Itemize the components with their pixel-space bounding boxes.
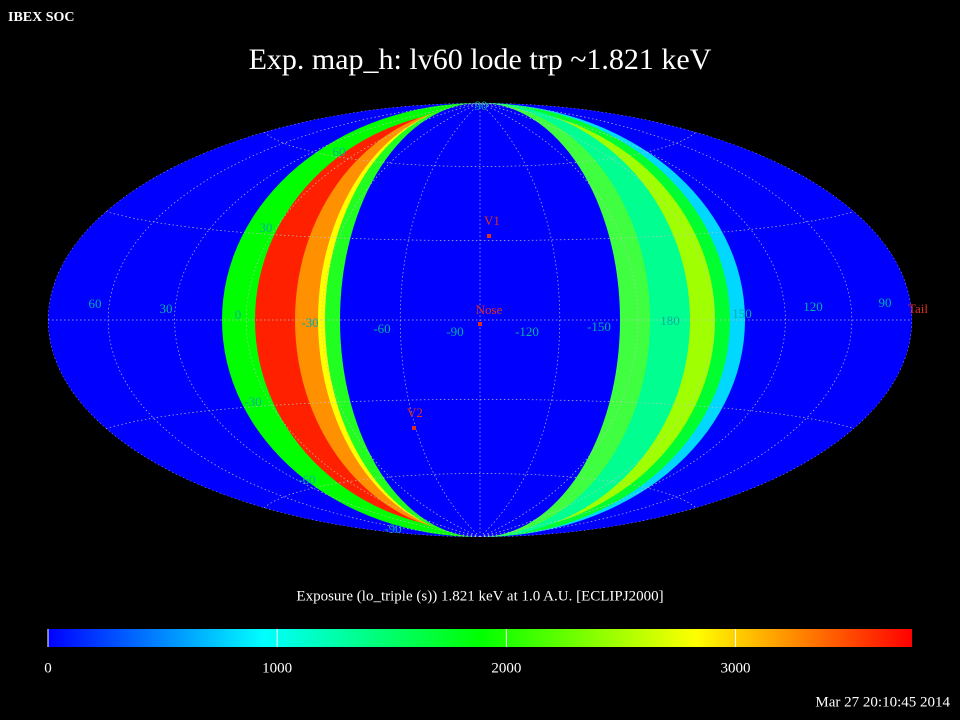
graticule bbox=[48, 103, 912, 537]
parallel bbox=[105, 399, 855, 429]
meridian bbox=[321, 103, 481, 537]
marker-dot bbox=[478, 322, 482, 326]
longitude-label: -150 bbox=[587, 319, 611, 334]
latitude-label: 30 bbox=[260, 220, 273, 235]
parallel bbox=[105, 211, 855, 241]
longitude-label: -60 bbox=[373, 321, 390, 336]
marker-label: Nose bbox=[476, 302, 503, 317]
marker-dot bbox=[412, 426, 416, 430]
colorbar-label: Exposure (lo_triple (s)) 1.821 keV at 1.… bbox=[296, 588, 663, 604]
parallel bbox=[263, 131, 697, 167]
map-labels: 90 60 30 -30 -60 -90 60 30 0 -30 -60 -90 -120 -150 180… bbox=[89, 98, 929, 536]
latitude-label: 90 bbox=[475, 98, 488, 113]
longitude-label: 120 bbox=[803, 299, 823, 314]
parallel bbox=[263, 473, 697, 509]
colorbar-ticks: 0 1000 2000 3000 bbox=[44, 629, 751, 676]
timestamp: Mar 27 20:10:45 2014 bbox=[815, 694, 950, 710]
source-label: IBEX SOC bbox=[8, 10, 75, 25]
longitude-label: -30 bbox=[301, 315, 318, 330]
longitude-label: 0 bbox=[235, 307, 242, 322]
marker-label: V2 bbox=[407, 405, 423, 420]
colorbar-tick-label: 3000 bbox=[721, 660, 751, 676]
left-exposure-band bbox=[222, 103, 480, 537]
marker-dot bbox=[487, 234, 491, 238]
longitude-label: 90 bbox=[879, 295, 892, 310]
meridian bbox=[479, 103, 639, 537]
longitude-label: 60 bbox=[89, 296, 102, 311]
sky-map bbox=[48, 103, 912, 537]
latitude-label: -30 bbox=[244, 394, 261, 409]
colorbar-tick-label: 1000 bbox=[262, 660, 292, 676]
longitude-label: -90 bbox=[446, 324, 463, 339]
latitude-label: -90 bbox=[384, 521, 401, 536]
latitude-label: 60 bbox=[333, 144, 346, 159]
longitude-label: 30 bbox=[160, 301, 173, 316]
marker-label: Tail bbox=[908, 301, 928, 316]
longitude-label: 180 bbox=[660, 313, 680, 328]
marker-label: V1 bbox=[484, 213, 500, 228]
colorbar bbox=[48, 629, 912, 647]
colorbar-tick-label: 0 bbox=[44, 660, 52, 676]
latitude-label: -60 bbox=[298, 472, 315, 487]
colorbar-tick-label: 2000 bbox=[491, 660, 521, 676]
meridian bbox=[479, 103, 561, 537]
meridian bbox=[479, 103, 912, 537]
longitude-label: -120 bbox=[515, 324, 539, 339]
longitude-label: 150 bbox=[732, 306, 752, 321]
right-exposure-band bbox=[480, 103, 745, 537]
meridian bbox=[479, 103, 853, 537]
map-title: Exp. map_h: lv60 lode trp ~1.821 keV bbox=[249, 43, 712, 76]
